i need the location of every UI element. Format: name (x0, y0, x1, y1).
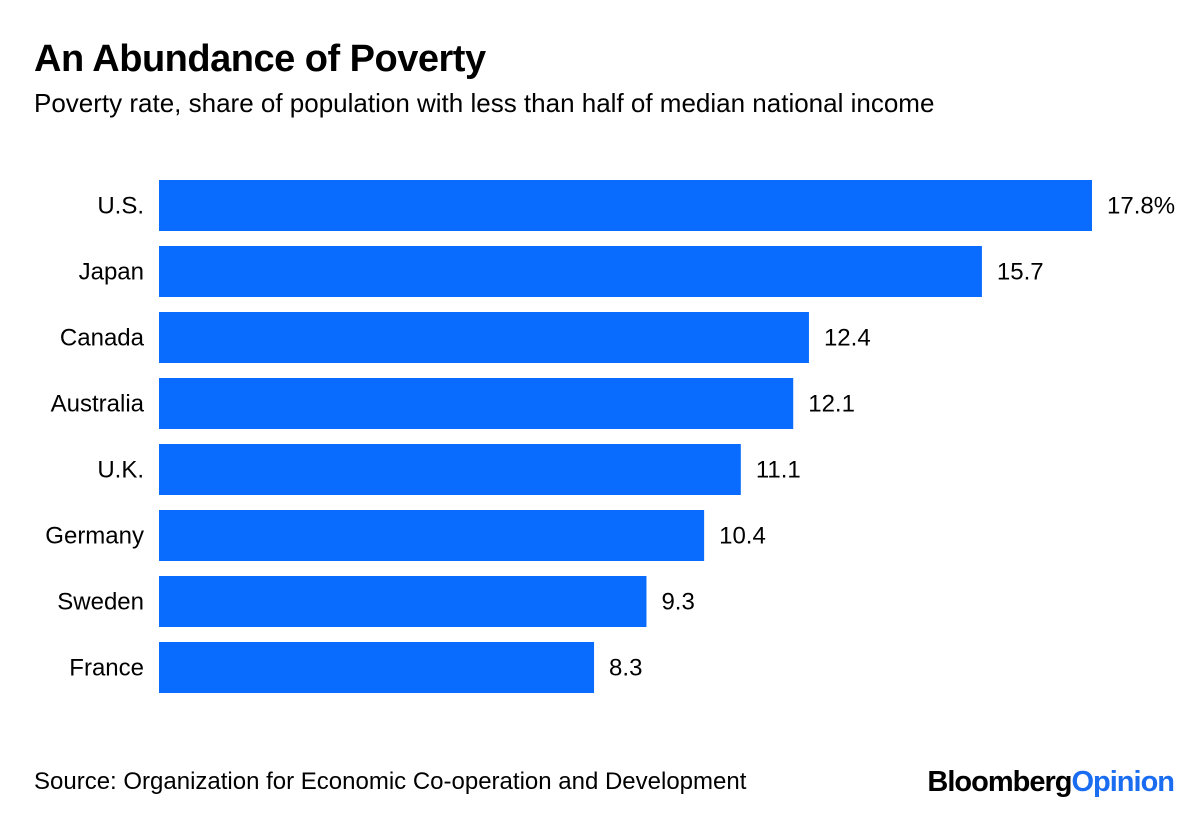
bar-uk (159, 444, 741, 495)
source-note: Source: Organization for Economic Co-ope… (34, 768, 747, 795)
data-label: 12.4 (824, 325, 871, 352)
category-label: France (69, 655, 144, 682)
bar-japan (159, 246, 982, 297)
data-label: 8.3 (609, 655, 642, 682)
data-label: 10.4 (719, 523, 766, 550)
data-label: 11.1 (756, 457, 801, 484)
category-label: U.K. (97, 457, 144, 484)
category-label: Japan (79, 259, 144, 286)
bar-france (159, 642, 595, 693)
bar-germany (159, 510, 705, 561)
data-label: 9.3 (661, 589, 694, 616)
data-label: 17.8% (1107, 193, 1175, 220)
category-label: Germany (45, 523, 144, 550)
logo-part-bloomberg: Bloomberg (927, 766, 1072, 798)
category-label: U.S. (97, 193, 144, 220)
bar-canada (159, 312, 809, 363)
bar-sweden (159, 576, 647, 627)
data-label: 15.7 (997, 259, 1044, 286)
chart-subtitle: Poverty rate, share of population with l… (34, 88, 935, 118)
bloomberg-opinion-logo: BloombergOpinion (927, 766, 1175, 799)
category-label: Australia (51, 391, 145, 418)
data-label: 12.1 (808, 391, 855, 418)
chart-title: An Abundance of Poverty (34, 38, 486, 80)
category-label: Canada (60, 325, 145, 352)
logo-part-opinion: Opinion (1071, 766, 1175, 798)
category-label: Sweden (57, 589, 144, 616)
bar-australia (159, 378, 794, 429)
bar-us (159, 180, 1092, 231)
